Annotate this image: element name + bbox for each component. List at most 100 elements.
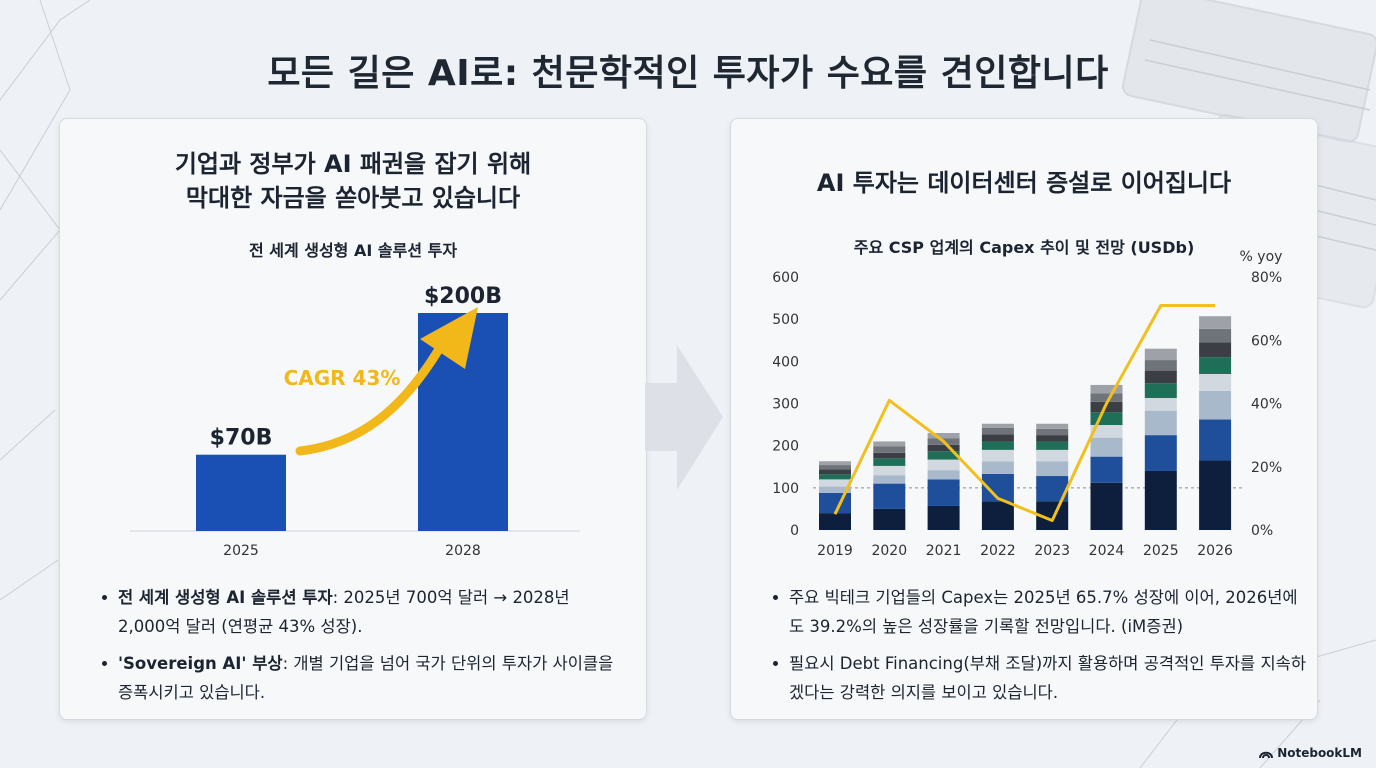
cagr-arrow-head xyxy=(420,307,478,369)
left-heading: 기업과 정부가 AI 패권을 잡기 위해 막대한 자금을 쏟아붓고 있습니다 xyxy=(60,147,646,215)
stacked-bar-segment xyxy=(873,441,906,447)
bullet-bold: 전 세계 생성형 AI 솔루션 투자 xyxy=(118,588,333,607)
stacked-bar-segment xyxy=(873,475,906,484)
bullet-text: : 개별 기업을 넘어 국가 단위의 투자가 사이클을 증폭시키고 있습니다. xyxy=(118,654,614,702)
stacked-bar-segment xyxy=(1199,328,1232,343)
stacked-bar-segment xyxy=(873,465,906,476)
stacked-bar-segment xyxy=(1090,456,1123,483)
stacked-bar-segment xyxy=(981,501,1014,530)
stacked-bar-segment xyxy=(1036,428,1069,436)
y2-axis-label: % yoy xyxy=(1240,249,1283,265)
stacked-bar-segment xyxy=(1199,419,1232,461)
brand-name: NotebookLM xyxy=(1277,746,1362,760)
stacked-bar-segment xyxy=(1199,460,1232,530)
stacked-bar-segment xyxy=(1036,441,1069,450)
y-tick-label: 100 xyxy=(772,481,799,497)
stacked-bar-segment xyxy=(873,508,906,530)
stacked-bar-segment xyxy=(1144,370,1177,384)
stacked-bar-segment xyxy=(819,479,851,487)
stacked-bar-segment xyxy=(1090,384,1123,394)
y-tick-label: 600 xyxy=(772,270,799,286)
stacked-bar-segment xyxy=(1090,393,1123,402)
stacked-bar-segment xyxy=(927,479,960,506)
y2-tick-label: 60% xyxy=(1251,333,1282,349)
stacked-bar-segment xyxy=(1144,398,1177,411)
stacked-bar-segment xyxy=(981,441,1014,450)
y-tick-label: 400 xyxy=(772,354,799,370)
stacked-bar-segment xyxy=(1036,435,1069,442)
right-panel: AI 투자는 데이터센터 증설로 이어집니다 주요 CSP 업계의 Capex … xyxy=(730,118,1318,720)
stacked-bar-segment xyxy=(1036,423,1069,429)
left-chart-title: 전 세계 생성형 AI 솔루션 투자 xyxy=(248,241,458,260)
bullet-item: 'Sovereign AI' 부상: 개별 기업을 넘어 국가 단위의 투자가 … xyxy=(100,649,620,707)
stacked-bar-segment xyxy=(819,465,851,470)
stacked-bar-segment xyxy=(873,483,906,509)
y-tick-label: 300 xyxy=(772,397,799,413)
stacked-bar-segment xyxy=(1090,482,1123,530)
brand-logo: NotebookLM xyxy=(1259,746,1362,760)
stacked-bar-segment xyxy=(1144,360,1177,371)
stacked-bar-segment xyxy=(981,423,1014,428)
bar-2025 xyxy=(196,454,286,531)
bullet-text: 주요 빅테크 기업들의 Capex는 2025년 65.7% 성장에 이어, 2… xyxy=(789,588,1298,636)
x-tick-label: 2020 xyxy=(871,543,907,559)
cagr-label: CAGR 43% xyxy=(284,366,401,390)
left-heading-line-1: 기업과 정부가 AI 패권을 잡기 위해 xyxy=(174,150,532,178)
left-bullet-list: 전 세계 생성형 AI 솔루션 투자: 2025년 700억 달러 → 2028… xyxy=(100,583,620,715)
stacked-bar-segment xyxy=(981,427,1014,435)
y-tick-label: 0 xyxy=(790,523,799,539)
stacked-bar-segment xyxy=(1090,412,1123,426)
yoy-growth-line xyxy=(833,303,1216,523)
stacked-bar-segment xyxy=(1036,461,1069,477)
notebooklm-icon xyxy=(1259,751,1274,759)
x-tick-label: 2021 xyxy=(926,543,962,559)
page-title: 모든 길은 AI로: 천문학적인 투자가 수요를 견인합니다 xyxy=(267,53,1109,94)
stacked-bar-segment xyxy=(1144,383,1177,399)
stacked-bar-segment xyxy=(873,446,906,453)
x-tick-label: 2022 xyxy=(980,543,1016,559)
left-panel: 기업과 정부가 AI 패권을 잡기 위해 막대한 자금을 쏟아붓고 있습니다 전… xyxy=(59,118,647,720)
stacked-bar-segment xyxy=(1090,425,1123,438)
stacked-bar-segment xyxy=(1199,357,1232,374)
stacked-bar-segment xyxy=(819,469,851,475)
stacked-bar-segment xyxy=(873,452,906,459)
stacked-bar-segment xyxy=(1144,410,1177,436)
stacked-bar-segment xyxy=(873,458,906,466)
right-bullet-list: 주요 빅테크 기업들의 Capex는 2025년 65.7% 성장에 이어, 2… xyxy=(771,583,1311,715)
stacked-bar-segment xyxy=(819,486,851,493)
csp-capex-chart: 주요 CSP 업계의 Capex 추이 및 전망 (USDb) % yoy 0 1… xyxy=(772,238,1283,559)
bar-value-label: $200B xyxy=(424,284,502,309)
stacked-bar-segment xyxy=(1144,348,1177,361)
cagr-arrow xyxy=(295,334,450,456)
left-heading-line-2: 막대한 자금을 쏟아붓고 있습니다 xyxy=(185,184,521,212)
y2-tick-label: 20% xyxy=(1251,460,1282,476)
x-tick-label: 2025 xyxy=(223,543,259,559)
stacked-bar-segment xyxy=(927,470,960,480)
stacked-bar-segment xyxy=(1144,470,1177,530)
x-tick-label: 2028 xyxy=(445,543,481,559)
stacked-bar-segment xyxy=(981,434,1014,442)
stacked-bar-segment xyxy=(927,459,960,471)
x-tick-label: 2019 xyxy=(817,543,853,559)
x-tick-label: 2025 xyxy=(1143,543,1179,559)
stacked-bar-segment xyxy=(981,449,1014,462)
bullet-bold: 'Sovereign AI' 부상 xyxy=(118,654,283,673)
stacked-bar-segment xyxy=(927,444,960,452)
stacked-bar-segment xyxy=(927,433,960,439)
x-tick-label: 2026 xyxy=(1197,543,1233,559)
stacked-bar-segment xyxy=(1036,449,1069,462)
bullet-item: 주요 빅테크 기업들의 Capex는 2025년 65.7% 성장에 이어, 2… xyxy=(771,583,1311,641)
y-tick-label: 500 xyxy=(772,312,799,328)
bar-value-label: $70B xyxy=(210,426,273,451)
stacked-bar-segment xyxy=(1090,401,1123,413)
bullet-text: : 2025년 700억 달러 → 2028년 2,000억 달러 (연평균 4… xyxy=(118,588,570,636)
y2-tick-label: 80% xyxy=(1251,270,1282,286)
right-chart-title: 주요 CSP 업계의 Capex 추이 및 전망 (USDb) xyxy=(854,238,1195,257)
stacked-bar-segment xyxy=(927,451,960,460)
genai-investment-chart: $70B 2025 $200B 2028 CAGR 43% xyxy=(130,284,580,559)
y2-tick-label: 40% xyxy=(1251,397,1282,413)
stacked-bar-segment xyxy=(1199,316,1232,329)
right-heading: AI 투자는 데이터센터 증설로 이어집니다 xyxy=(816,169,1232,197)
bullet-item: 전 세계 생성형 AI 솔루션 투자: 2025년 700억 달러 → 2028… xyxy=(100,583,620,641)
x-tick-label: 2023 xyxy=(1034,543,1070,559)
